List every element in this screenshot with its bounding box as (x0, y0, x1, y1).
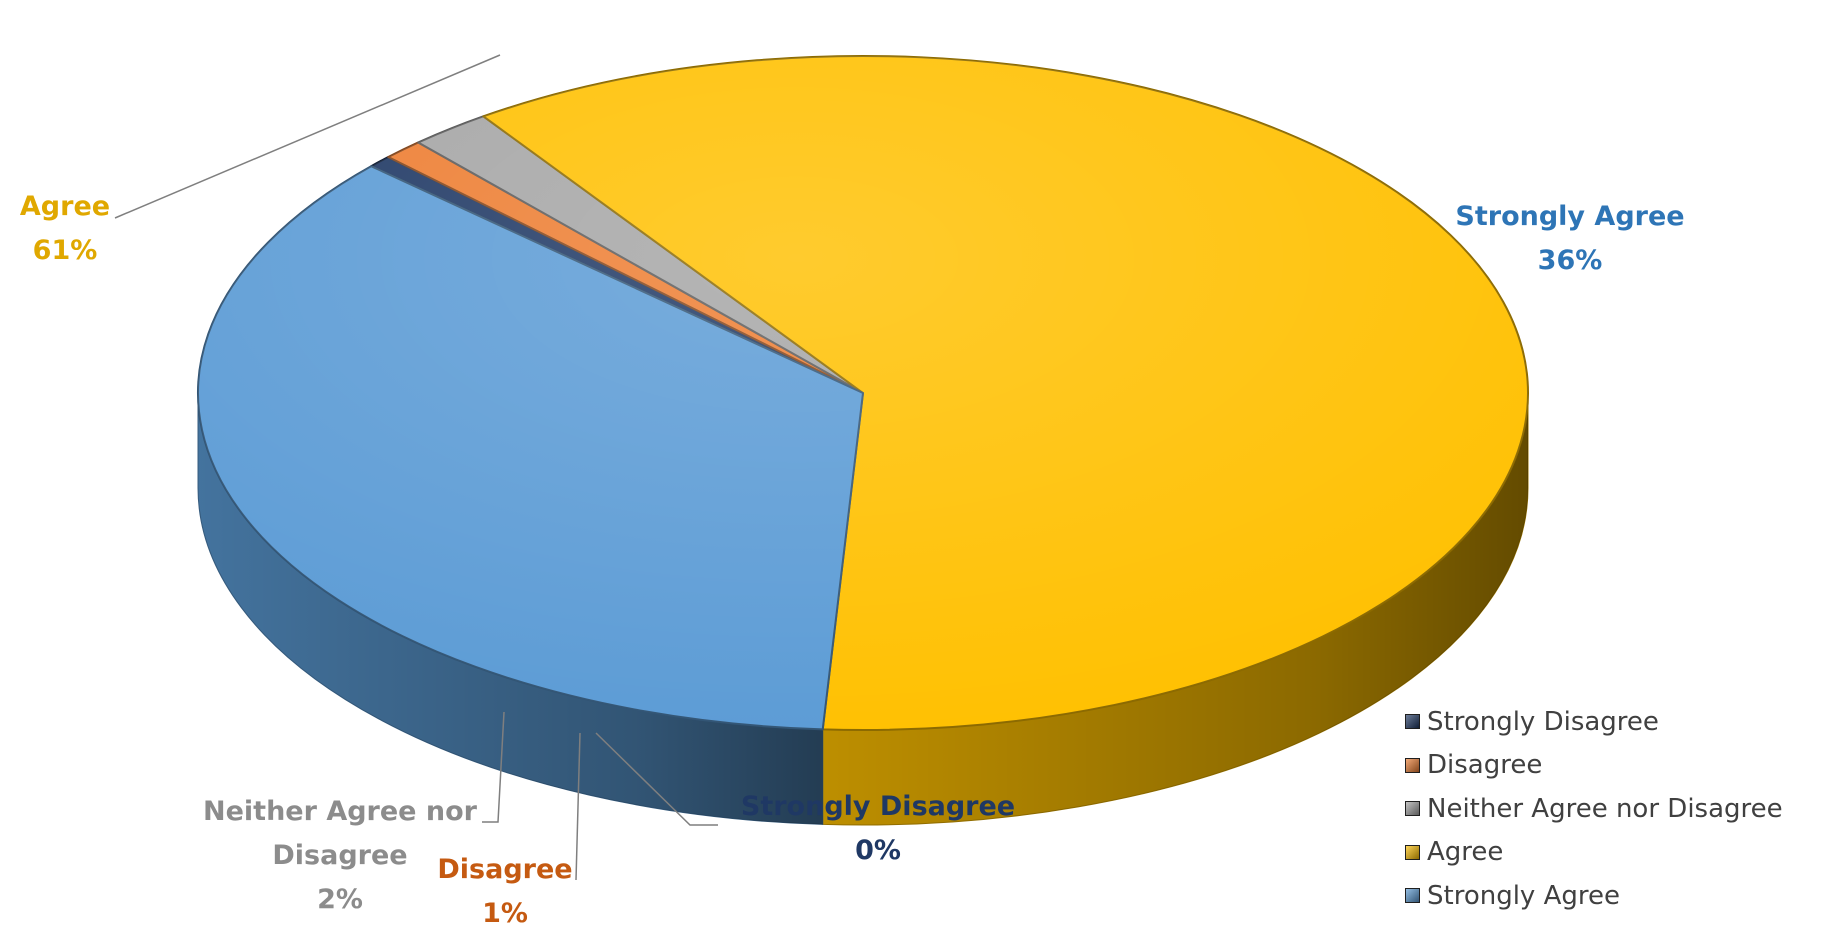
legend-label: Strongly Agree (1427, 880, 1620, 911)
legend-item[interactable]: Strongly Disagree (1405, 700, 1825, 744)
data-label-percent: 2% (317, 884, 363, 915)
legend-swatch (1405, 801, 1420, 817)
data-label-percent: 36% (1538, 245, 1603, 276)
data-label-text: Disagree (272, 840, 407, 871)
leader-line (114, 54, 501, 219)
legend-item[interactable]: Neither Agree nor Disagree (1405, 787, 1825, 831)
legend-swatch (1405, 844, 1420, 860)
data-label: Neither Agree nor Disagree 2% (203, 796, 478, 915)
data-label: Disagree 1% (437, 854, 572, 929)
legend-label: Agree (1427, 837, 1504, 868)
data-label: Strongly Agree 36% (1455, 201, 1684, 276)
data-label-text: Disagree (437, 854, 572, 885)
pie-wall-shade (198, 393, 823, 825)
data-label-text: Agree (20, 191, 110, 222)
data-label-text: Neither Agree nor (203, 796, 478, 827)
legend-item[interactable]: Agree (1405, 831, 1825, 875)
leader-line (575, 732, 581, 881)
legend-swatch (1405, 714, 1420, 730)
data-label-percent: 61% (33, 235, 98, 266)
pie-wall-shade (822, 393, 1528, 825)
data-label-percent: 1% (482, 898, 528, 929)
legend-item[interactable]: Disagree (1405, 744, 1825, 788)
pie-top-highlight (198, 56, 1528, 730)
data-label: Agree 61% (20, 191, 110, 266)
legend: Strongly Disagree Disagree Neither Agree… (1405, 700, 1825, 918)
data-label-percent: 0% (855, 835, 901, 866)
legend-item[interactable]: Strongly Agree (1405, 874, 1825, 918)
data-label: Strongly Disagree 0% (741, 791, 1015, 866)
data-label-text: Strongly Disagree (741, 791, 1015, 822)
legend-swatch (1405, 888, 1420, 904)
legend-swatch (1405, 757, 1420, 773)
leader-line (482, 711, 505, 823)
leader-line (595, 732, 718, 826)
legend-label: Strongly Disagree (1427, 706, 1659, 737)
legend-label: Disagree (1427, 750, 1543, 781)
data-label-text: Strongly Agree (1455, 201, 1684, 232)
legend-label: Neither Agree nor Disagree (1427, 793, 1783, 824)
